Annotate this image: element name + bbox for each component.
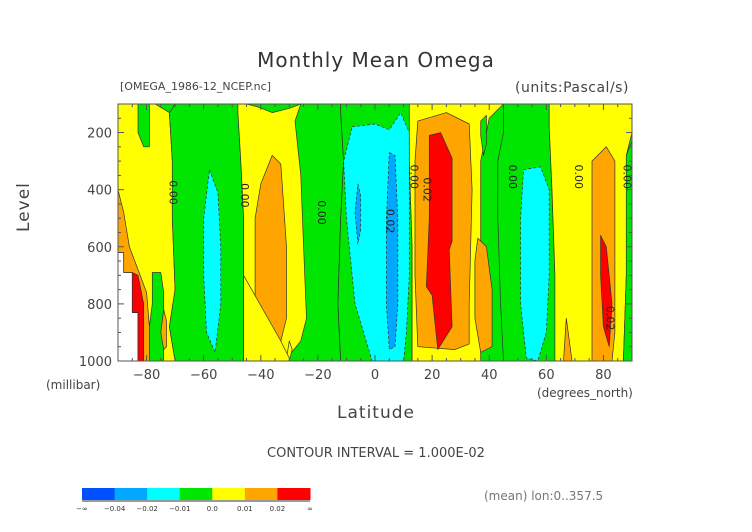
contour-label: 0.02 bbox=[421, 177, 434, 202]
colorbar-label: −0.02 bbox=[136, 505, 157, 513]
contour-label: 0.00 bbox=[315, 200, 328, 225]
colorbar-swatch bbox=[277, 488, 311, 500]
region-south-red-core bbox=[131, 272, 145, 361]
y-tick-label: 400 bbox=[87, 184, 112, 199]
contour-label: 0.00 bbox=[506, 165, 519, 190]
contour-label: 0.00 bbox=[238, 183, 251, 208]
x-tick-label: 60 bbox=[538, 368, 555, 383]
colorbar-swatch bbox=[114, 488, 148, 500]
region-south-green-column bbox=[137, 104, 150, 148]
colorbar-label: −∞ bbox=[76, 505, 88, 513]
contour-interval-label: CONTOUR INTERVAL = 1.000E-02 bbox=[267, 446, 485, 461]
y-axis-units: (millibar) bbox=[46, 378, 101, 392]
x-tick-label: −60 bbox=[190, 368, 217, 383]
x-tick-label: 0 bbox=[371, 368, 379, 383]
contour-label: 0.00 bbox=[408, 165, 421, 190]
region-blue-equator-b bbox=[386, 152, 399, 350]
region-sw-orange-sliver bbox=[160, 309, 167, 350]
colorbar-label: −0.01 bbox=[169, 505, 190, 513]
region-orange-north-subtropics bbox=[474, 237, 493, 353]
region-red-north-high bbox=[600, 235, 613, 348]
x-tick-label: −80 bbox=[133, 368, 160, 383]
region-missing-data-south-pole bbox=[118, 252, 138, 361]
x-tick-label: 80 bbox=[595, 368, 612, 383]
y-tick-label: 1000 bbox=[79, 355, 112, 370]
y-tick-label: 600 bbox=[87, 241, 112, 256]
units-label: (units:Pascal/s) bbox=[515, 80, 629, 96]
region-cyan-60s bbox=[203, 169, 222, 353]
region-orange-north-low-sliver bbox=[563, 317, 573, 361]
colorbar-label: ∞ bbox=[307, 505, 313, 513]
contour-label: 0.00 bbox=[572, 165, 585, 190]
contour-label: 0.00 bbox=[166, 180, 179, 205]
averaging-footer: (mean) lon:0..357.5 bbox=[484, 489, 604, 503]
colorbar-swatch bbox=[212, 488, 246, 500]
contour-label: 0.02 bbox=[383, 209, 396, 234]
colorbar-swatch bbox=[244, 488, 278, 500]
y-tick-label: 200 bbox=[87, 127, 112, 142]
colorbar-label: −0.04 bbox=[104, 505, 126, 513]
region-yellow-20s-lower bbox=[243, 274, 290, 361]
region-south-green-low bbox=[149, 272, 165, 361]
colorbar-swatch bbox=[179, 488, 213, 500]
file-label: [OMEGA_1986-12_NCEP.nc] bbox=[120, 80, 271, 93]
colorbar-label: 0.01 bbox=[237, 505, 253, 513]
colorbar-swatch bbox=[147, 488, 181, 500]
x-tick-label: −40 bbox=[247, 368, 274, 383]
region-cyan-north-mid bbox=[520, 166, 550, 361]
x-axis-units: (degrees_north) bbox=[537, 386, 633, 400]
y-tick-label: 800 bbox=[87, 298, 112, 313]
region-green-islet-north bbox=[480, 115, 487, 156]
x-axis-label: Latitude bbox=[337, 403, 415, 423]
contour-label: 0.02 bbox=[603, 306, 616, 331]
colorbar-label: 0.02 bbox=[270, 505, 286, 513]
chart-title: Monthly Mean Omega bbox=[257, 48, 495, 72]
colorbar-swatch bbox=[82, 488, 116, 500]
region-red-tropics-north bbox=[426, 132, 453, 350]
contour-label: 0.00 bbox=[620, 165, 633, 190]
region-yellow-north-high bbox=[548, 104, 632, 361]
x-tick-label: 40 bbox=[481, 368, 498, 383]
region-blue-equator-a bbox=[354, 183, 362, 245]
x-tick-label: 20 bbox=[424, 368, 441, 383]
colorbar-label: 0.0 bbox=[207, 505, 218, 513]
x-tick-label: −20 bbox=[304, 368, 331, 383]
region-green-north-edge bbox=[623, 140, 632, 361]
